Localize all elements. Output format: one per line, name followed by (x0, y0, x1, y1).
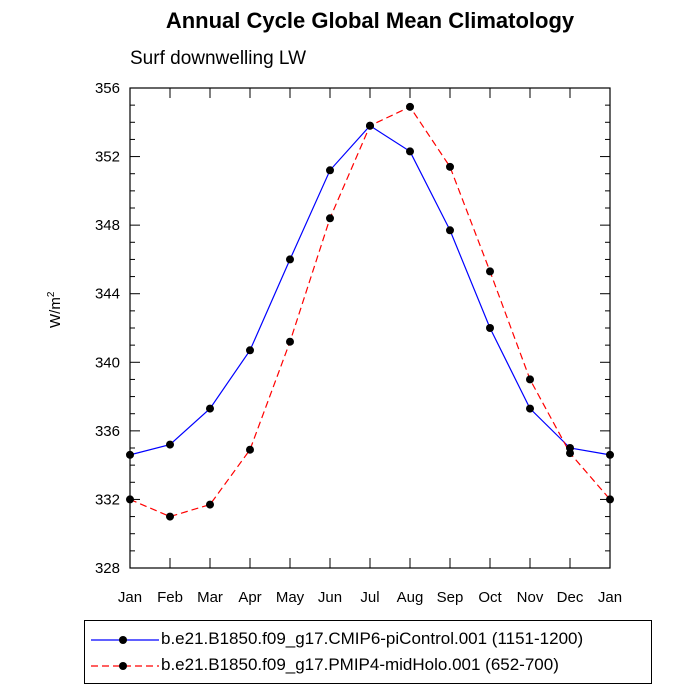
series-1-point (206, 500, 214, 509)
legend-label-picontrol: b.e21.B1850.f09_g17.CMIP6-piControl.001 … (161, 629, 584, 648)
series-line-0 (129, 124, 611, 456)
ticks-layer (129, 87, 611, 569)
series-1-point (326, 214, 334, 223)
legend: b.e21.B1850.f09_g17.CMIP6-piControl.001 … (84, 620, 652, 684)
x-tick-label: Nov (517, 589, 544, 606)
series-1-point (406, 102, 414, 111)
series-1-point (286, 337, 294, 346)
y-tick-label: 352 (95, 149, 120, 166)
chart-plot: 328 332 336 340 344 348 352 356 Jan Feb Mar Apr May J… (95, 80, 622, 606)
y-tick-label: 328 (95, 560, 120, 577)
series-1-point (486, 267, 494, 276)
x-tick-label: Feb (157, 589, 183, 606)
x-tick-label: Jan (598, 589, 622, 606)
series-0-point (206, 404, 214, 413)
series-1-point (526, 375, 534, 384)
chart-subtitle: Surf downwelling LW (130, 48, 307, 69)
legend-item-picontrol: b.e21.B1850.f09_g17.CMIP6-piControl.001 … (85, 627, 651, 651)
chart-title: Annual Cycle Global Mean Climatology (165, 8, 575, 33)
series-1-point (446, 162, 454, 171)
x-tick-label: Jun (318, 589, 342, 606)
series-0-point (326, 166, 334, 175)
x-tick-label: Aug (397, 589, 424, 606)
legend-swatch-picontrol (91, 636, 159, 644)
series-0-point (246, 346, 254, 355)
series-0-point (446, 226, 454, 235)
y-tick-label: 344 (95, 286, 120, 303)
series-0-point (286, 255, 294, 264)
x-tick-label: Jul (360, 589, 379, 606)
x-tick-label: Sep (437, 589, 464, 606)
y-tick-label: 356 (95, 80, 120, 97)
tick-labels-layer: 328 332 336 340 344 348 352 356 Jan Feb Mar Apr May J… (95, 80, 622, 606)
legend-item-midholo: b.e21.B1850.f09_g17.PMIP4-midHolo.001 (6… (85, 653, 651, 677)
series-0-point (406, 147, 414, 156)
series-0-point (486, 324, 494, 332)
series-line-1 (129, 106, 611, 518)
y-tick-label: 332 (95, 491, 120, 508)
x-tick-label: Mar (197, 589, 223, 606)
x-tick-label: Jan (118, 589, 142, 606)
legend-swatch-midholo (91, 662, 159, 670)
x-tick-label: May (276, 589, 305, 606)
y-tick-label: 348 (95, 217, 120, 234)
y-tick-label: 336 (95, 423, 120, 440)
x-tick-label: Dec (557, 589, 584, 606)
x-tick-label: Apr (238, 589, 261, 606)
series-0-point (526, 404, 534, 413)
y-tick-label: 340 (95, 354, 120, 371)
series-0-point (166, 440, 174, 449)
legend-label-midholo: b.e21.B1850.f09_g17.PMIP4-midHolo.001 (6… (161, 655, 559, 674)
x-tick-label: Oct (478, 589, 502, 606)
series-1-point (566, 449, 574, 458)
series-layer (126, 102, 614, 521)
series-1-point (246, 445, 254, 454)
plot-frame (129, 87, 611, 569)
series-1-point (166, 512, 174, 521)
series-1-point (366, 121, 374, 130)
